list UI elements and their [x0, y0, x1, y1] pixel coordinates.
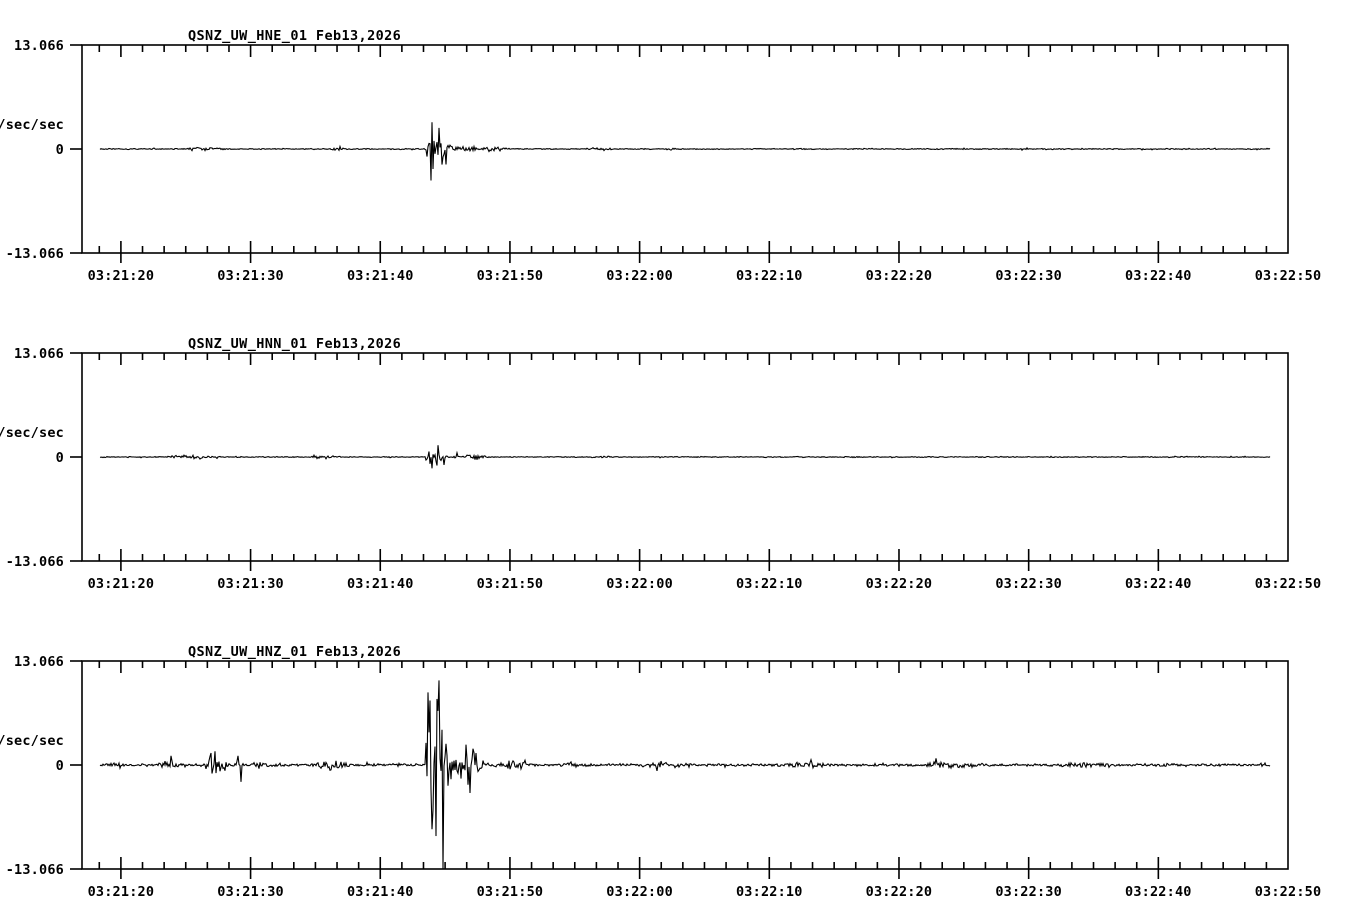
y-axis-label-max: 13.066: [14, 38, 64, 54]
panel-title-hne: QSNZ_UW_HNE_01 Feb13,2026: [188, 28, 401, 44]
x-axis-tick-label: 03:22:50: [1255, 576, 1322, 592]
plot-area-hne: 13.066 0 -13.066 cm/sec/sec QSNZ_UW_HNE_01 F…: [0, 28, 1322, 284]
waveform-trace-hne: [99, 122, 1271, 181]
y-axis-units-label: cm/sec/sec: [0, 425, 64, 441]
y-axis-units-label: cm/sec/sec: [0, 733, 64, 749]
x-axis-tick-label: 03:22:40: [1125, 576, 1192, 592]
waveform-trace-hnz: [99, 680, 1271, 869]
x-axis-tick-label: 03:22:00: [606, 576, 673, 592]
seismogram-panel-hnz: 13.066 0 -13.066 cm/sec/sec QSNZ_UW_HNZ_01 F…: [0, 616, 1358, 924]
x-axis-tick-label: 03:21:20: [88, 884, 155, 900]
y-axis-label-zero: 0: [56, 450, 64, 466]
y-axis-label-max: 13.066: [14, 654, 64, 670]
y-axis-units-label: cm/sec/sec: [0, 117, 64, 133]
y-axis-label-min: -13.066: [6, 554, 64, 570]
x-axis-tick-label: 03:21:40: [347, 576, 414, 592]
seismogram-panel-hne: 13.066 0 -13.066 cm/sec/sec QSNZ_UW_HNE_01 F…: [0, 0, 1358, 308]
waveform-trace-hnn: [99, 445, 1271, 469]
x-axis-tick-label: 03:21:20: [88, 576, 155, 592]
x-axis-tick-label: 03:21:50: [477, 576, 544, 592]
y-axis-label-zero: 0: [56, 142, 64, 158]
y-axis-label-max: 13.066: [14, 346, 64, 362]
panel-title-hnn: QSNZ_UW_HNN_01 Feb13,2026: [188, 336, 401, 352]
x-axis-tick-label: 03:22:20: [866, 268, 933, 284]
x-axis-tick-label: 03:22:50: [1255, 884, 1322, 900]
x-axis-tick-label: 03:21:30: [217, 268, 284, 284]
x-axis-tick-label: 03:22:40: [1125, 884, 1192, 900]
x-axis-tick-label: 03:22:10: [736, 576, 803, 592]
x-axis-tick-label: 03:21:50: [477, 884, 544, 900]
x-axis-tick-label: 03:21:30: [217, 576, 284, 592]
x-axis-tick-label: 03:22:50: [1255, 268, 1322, 284]
x-axis-tick-label: 03:22:30: [995, 884, 1062, 900]
x-axis-tick-label: 03:22:10: [736, 884, 803, 900]
x-axis-tick-label: 03:22:30: [995, 576, 1062, 592]
x-axis-tick-label: 03:21:20: [88, 268, 155, 284]
plot-area-hnz: 13.066 0 -13.066 cm/sec/sec QSNZ_UW_HNZ_01 F…: [0, 644, 1322, 900]
x-axis-tick-label: 03:22:00: [606, 268, 673, 284]
y-axis-label-min: -13.066: [6, 246, 64, 262]
x-axis-tick-label: 03:22:30: [995, 268, 1062, 284]
x-axis-tick-label: 03:22:00: [606, 884, 673, 900]
x-axis-tick-label: 03:21:40: [347, 884, 414, 900]
x-axis-tick-label: 03:22:20: [866, 576, 933, 592]
x-axis-tick-label: 03:22:10: [736, 268, 803, 284]
plot-area-hnn: 13.066 0 -13.066 cm/sec/sec QSNZ_UW_HNN_01 F…: [0, 336, 1322, 592]
y-axis-label-zero: 0: [56, 758, 64, 774]
seismogram-panel-hnn: 13.066 0 -13.066 cm/sec/sec QSNZ_UW_HNN_01 F…: [0, 308, 1358, 616]
x-axis-tick-label: 03:21:50: [477, 268, 544, 284]
panel-title-hnz: QSNZ_UW_HNZ_01 Feb13,2026: [188, 644, 401, 660]
x-axis-tick-label: 03:22:40: [1125, 268, 1192, 284]
y-axis-label-min: -13.066: [6, 862, 64, 878]
x-axis-tick-label: 03:21:40: [347, 268, 414, 284]
x-axis-tick-label: 03:21:30: [217, 884, 284, 900]
x-axis-tick-label: 03:22:20: [866, 884, 933, 900]
